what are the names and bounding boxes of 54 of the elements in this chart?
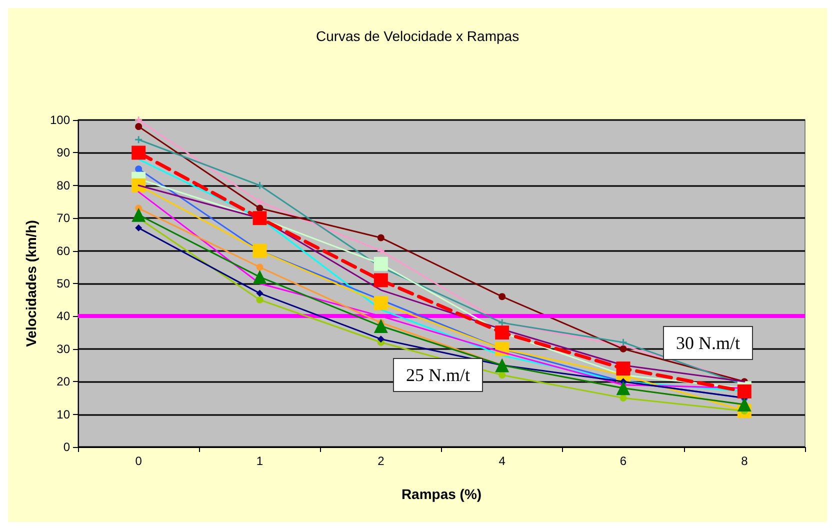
chart-title: Curvas de Velocidade x Rampas — [316, 28, 520, 44]
y-tick-label: 0 — [63, 440, 70, 454]
y-tick-label: 40 — [56, 309, 70, 324]
annotation: 30 N.m/t — [676, 333, 740, 353]
point — [616, 381, 630, 396]
point — [256, 198, 264, 206]
y-tick-label: 60 — [56, 244, 70, 258]
point — [377, 247, 384, 254]
point — [377, 234, 384, 242]
point — [256, 204, 264, 212]
point — [620, 394, 627, 402]
x-axis-title: Rampas (%) — [401, 486, 482, 502]
point — [374, 319, 388, 334]
point — [252, 244, 267, 258]
point — [135, 123, 142, 130]
y-axis-title: Velocidades (km/h) — [23, 220, 39, 347]
point — [616, 362, 630, 376]
x-tick-label: 6 — [620, 454, 627, 468]
point — [737, 384, 752, 398]
y-tick-label: 90 — [56, 146, 70, 160]
point — [374, 273, 388, 288]
y-tick-label: 50 — [56, 276, 70, 290]
point — [620, 338, 627, 346]
y-tick-label: 30 — [56, 342, 70, 356]
point — [256, 182, 264, 189]
point — [374, 256, 388, 271]
y-tick-label: 10 — [56, 407, 70, 422]
point — [132, 146, 146, 160]
point — [377, 336, 384, 343]
point — [132, 208, 146, 222]
point — [135, 166, 142, 173]
point — [135, 224, 142, 232]
point — [498, 293, 506, 300]
point — [252, 270, 267, 284]
point — [498, 372, 506, 379]
point — [132, 178, 146, 192]
y-tick-label: 100 — [50, 113, 70, 127]
point — [374, 296, 388, 310]
x-tick-label: 1 — [256, 454, 264, 468]
point — [256, 296, 264, 304]
point — [135, 136, 142, 144]
point — [256, 290, 264, 297]
x-tick-label: 8 — [741, 454, 748, 468]
point — [495, 358, 510, 372]
point — [737, 397, 752, 412]
x-tick-label: 0 — [135, 454, 142, 468]
y-tick-label: 80 — [56, 178, 70, 192]
x-tick-label: 2 — [378, 454, 385, 468]
x-tick-label: 4 — [498, 454, 506, 468]
point — [256, 264, 264, 271]
y-tick-label: 20 — [56, 374, 70, 389]
point — [620, 345, 627, 352]
y-tick-label: 70 — [56, 211, 70, 226]
annotation: 25 N.m/t — [406, 365, 470, 385]
